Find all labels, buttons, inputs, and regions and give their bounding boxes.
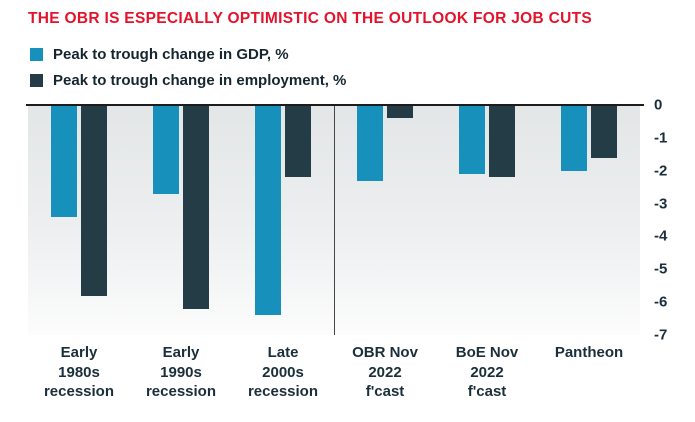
bar [357,105,383,181]
bar-group [28,105,130,335]
bar-group [130,105,232,335]
y-axis-tick-label: -5 [654,260,668,278]
bar [459,105,485,174]
x-axis-category-label: Late 2000s recession [247,344,319,400]
legend-label: Peak to trough change in GDP, % [53,46,289,63]
bar-groups [28,105,640,335]
bar-group [232,105,334,335]
legend-swatch [30,48,43,61]
bar-group [436,105,538,335]
bar [561,105,587,171]
bar [387,105,413,119]
legend-item: Peak to trough change in employment, % [30,72,346,89]
history-forecast-separator [334,105,335,335]
y-axis-tick-label: -3 [654,195,668,213]
bar [591,105,617,158]
bar-group [538,105,640,335]
bar [51,105,77,217]
y-axis-tick-label: 0 [654,96,663,114]
bar [285,105,311,178]
bar-group [334,105,436,335]
y-axis-tick-label: -7 [654,326,668,344]
bar [489,105,515,178]
legend: Peak to trough change in GDP, % Peak to t… [30,46,346,98]
bar [183,105,209,309]
legend-item: Peak to trough change in GDP, % [30,46,346,63]
zero-baseline [26,104,644,106]
x-axis-category-label: OBR Nov 2022 f'cast [352,344,418,400]
x-axis-category-label: BoE Nov 2022 f'cast [455,344,519,400]
legend-label: Peak to trough change in employment, % [53,72,347,89]
y-axis: 0 -1 -2 -3 -4 -5 -6 -7 [648,97,695,344]
chart-title: THE OBR IS ESPECIALLY OPTIMISTIC ON THE … [28,10,592,27]
legend-swatch [30,74,43,87]
bar [153,105,179,194]
plot-area [26,104,644,335]
y-axis-tick-label: -4 [654,227,668,245]
y-axis-tick-label: -1 [654,129,668,147]
x-axis-category-label: Early 1980s recession [43,344,115,400]
bar [255,105,281,316]
x-axis-category-label: Early 1990s recession [145,344,217,400]
bar [81,105,107,296]
x-axis-category-label: Pantheon [554,344,624,361]
y-axis-tick-label: -6 [654,293,668,311]
y-axis-tick-label: -2 [654,162,668,180]
x-axis-labels: Early 1980s recession Early 1990s recession La… [28,343,640,402]
